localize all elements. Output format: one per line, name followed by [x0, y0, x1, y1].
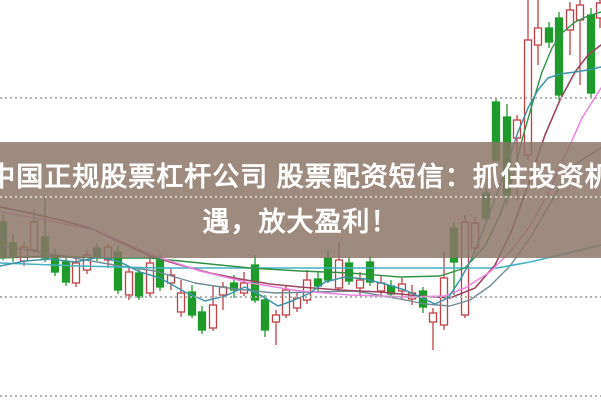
- promo-banner[interactable]: 中国正规股票杠杆公司 股票配资短信：抓住投资机 遇，放大盈利！: [0, 142, 601, 258]
- ma-teal: [0, 66, 601, 307]
- gridline: [0, 97, 601, 99]
- gridline: [0, 296, 601, 298]
- gridline: [0, 395, 601, 397]
- banner-text-line1: 中国正规股票杠杆公司 股票配资短信：抓住投资机: [0, 162, 601, 192]
- gridline: [0, 196, 601, 198]
- banner-text-line2: 遇，放大盈利！: [202, 207, 399, 237]
